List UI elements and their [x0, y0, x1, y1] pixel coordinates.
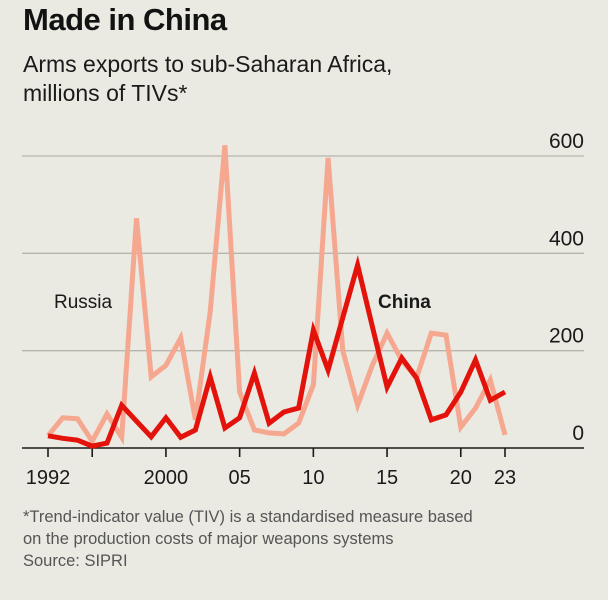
y-tick-label-600: 600: [549, 130, 584, 153]
footnote: *Trend-indicator value (TIV) is a standa…: [23, 506, 593, 572]
series-line-china: [47, 255, 507, 449]
subtitle-line-2: millions of TIVs*: [23, 80, 188, 106]
y-tick-label-200: 200: [549, 325, 584, 348]
series-label-russia: Russia: [54, 292, 113, 313]
footnote-line-1: *Trend-indicator value (TIV) is a standa…: [23, 508, 473, 526]
x-tick-label-2010: 10: [302, 467, 324, 489]
series-lines: [46, 145, 508, 449]
chart-subtitle: Arms exports to sub-Saharan Africa, mill…: [23, 50, 593, 108]
chart-title: Made in China: [23, 2, 227, 37]
subtitle-line-1: Arms exports to sub-Saharan Africa,: [23, 51, 393, 77]
x-tick-label-2020: 20: [450, 467, 472, 489]
x-tick-label-2015: 15: [376, 467, 398, 489]
x-tick-label-2000: 2000: [144, 467, 189, 489]
gridlines: [22, 155, 584, 352]
series-line-russia: [46, 145, 508, 447]
x-axis: 1992 2000 05 10 15 20 23: [22, 447, 584, 489]
y-tick-label-0: 0: [572, 422, 584, 445]
y-axis-labels: 0 200 400 600: [549, 130, 584, 445]
footnote-line-2: on the production costs of major weapons…: [23, 530, 394, 548]
x-tick-label-1992: 1992: [26, 467, 71, 489]
x-tick-label-2023: 23: [494, 467, 516, 489]
x-tick-label-2005: 05: [229, 467, 251, 489]
source-note: Source: SIPRI: [23, 552, 128, 570]
y-tick-label-400: 400: [549, 227, 584, 250]
series-label-china: China: [378, 292, 431, 313]
